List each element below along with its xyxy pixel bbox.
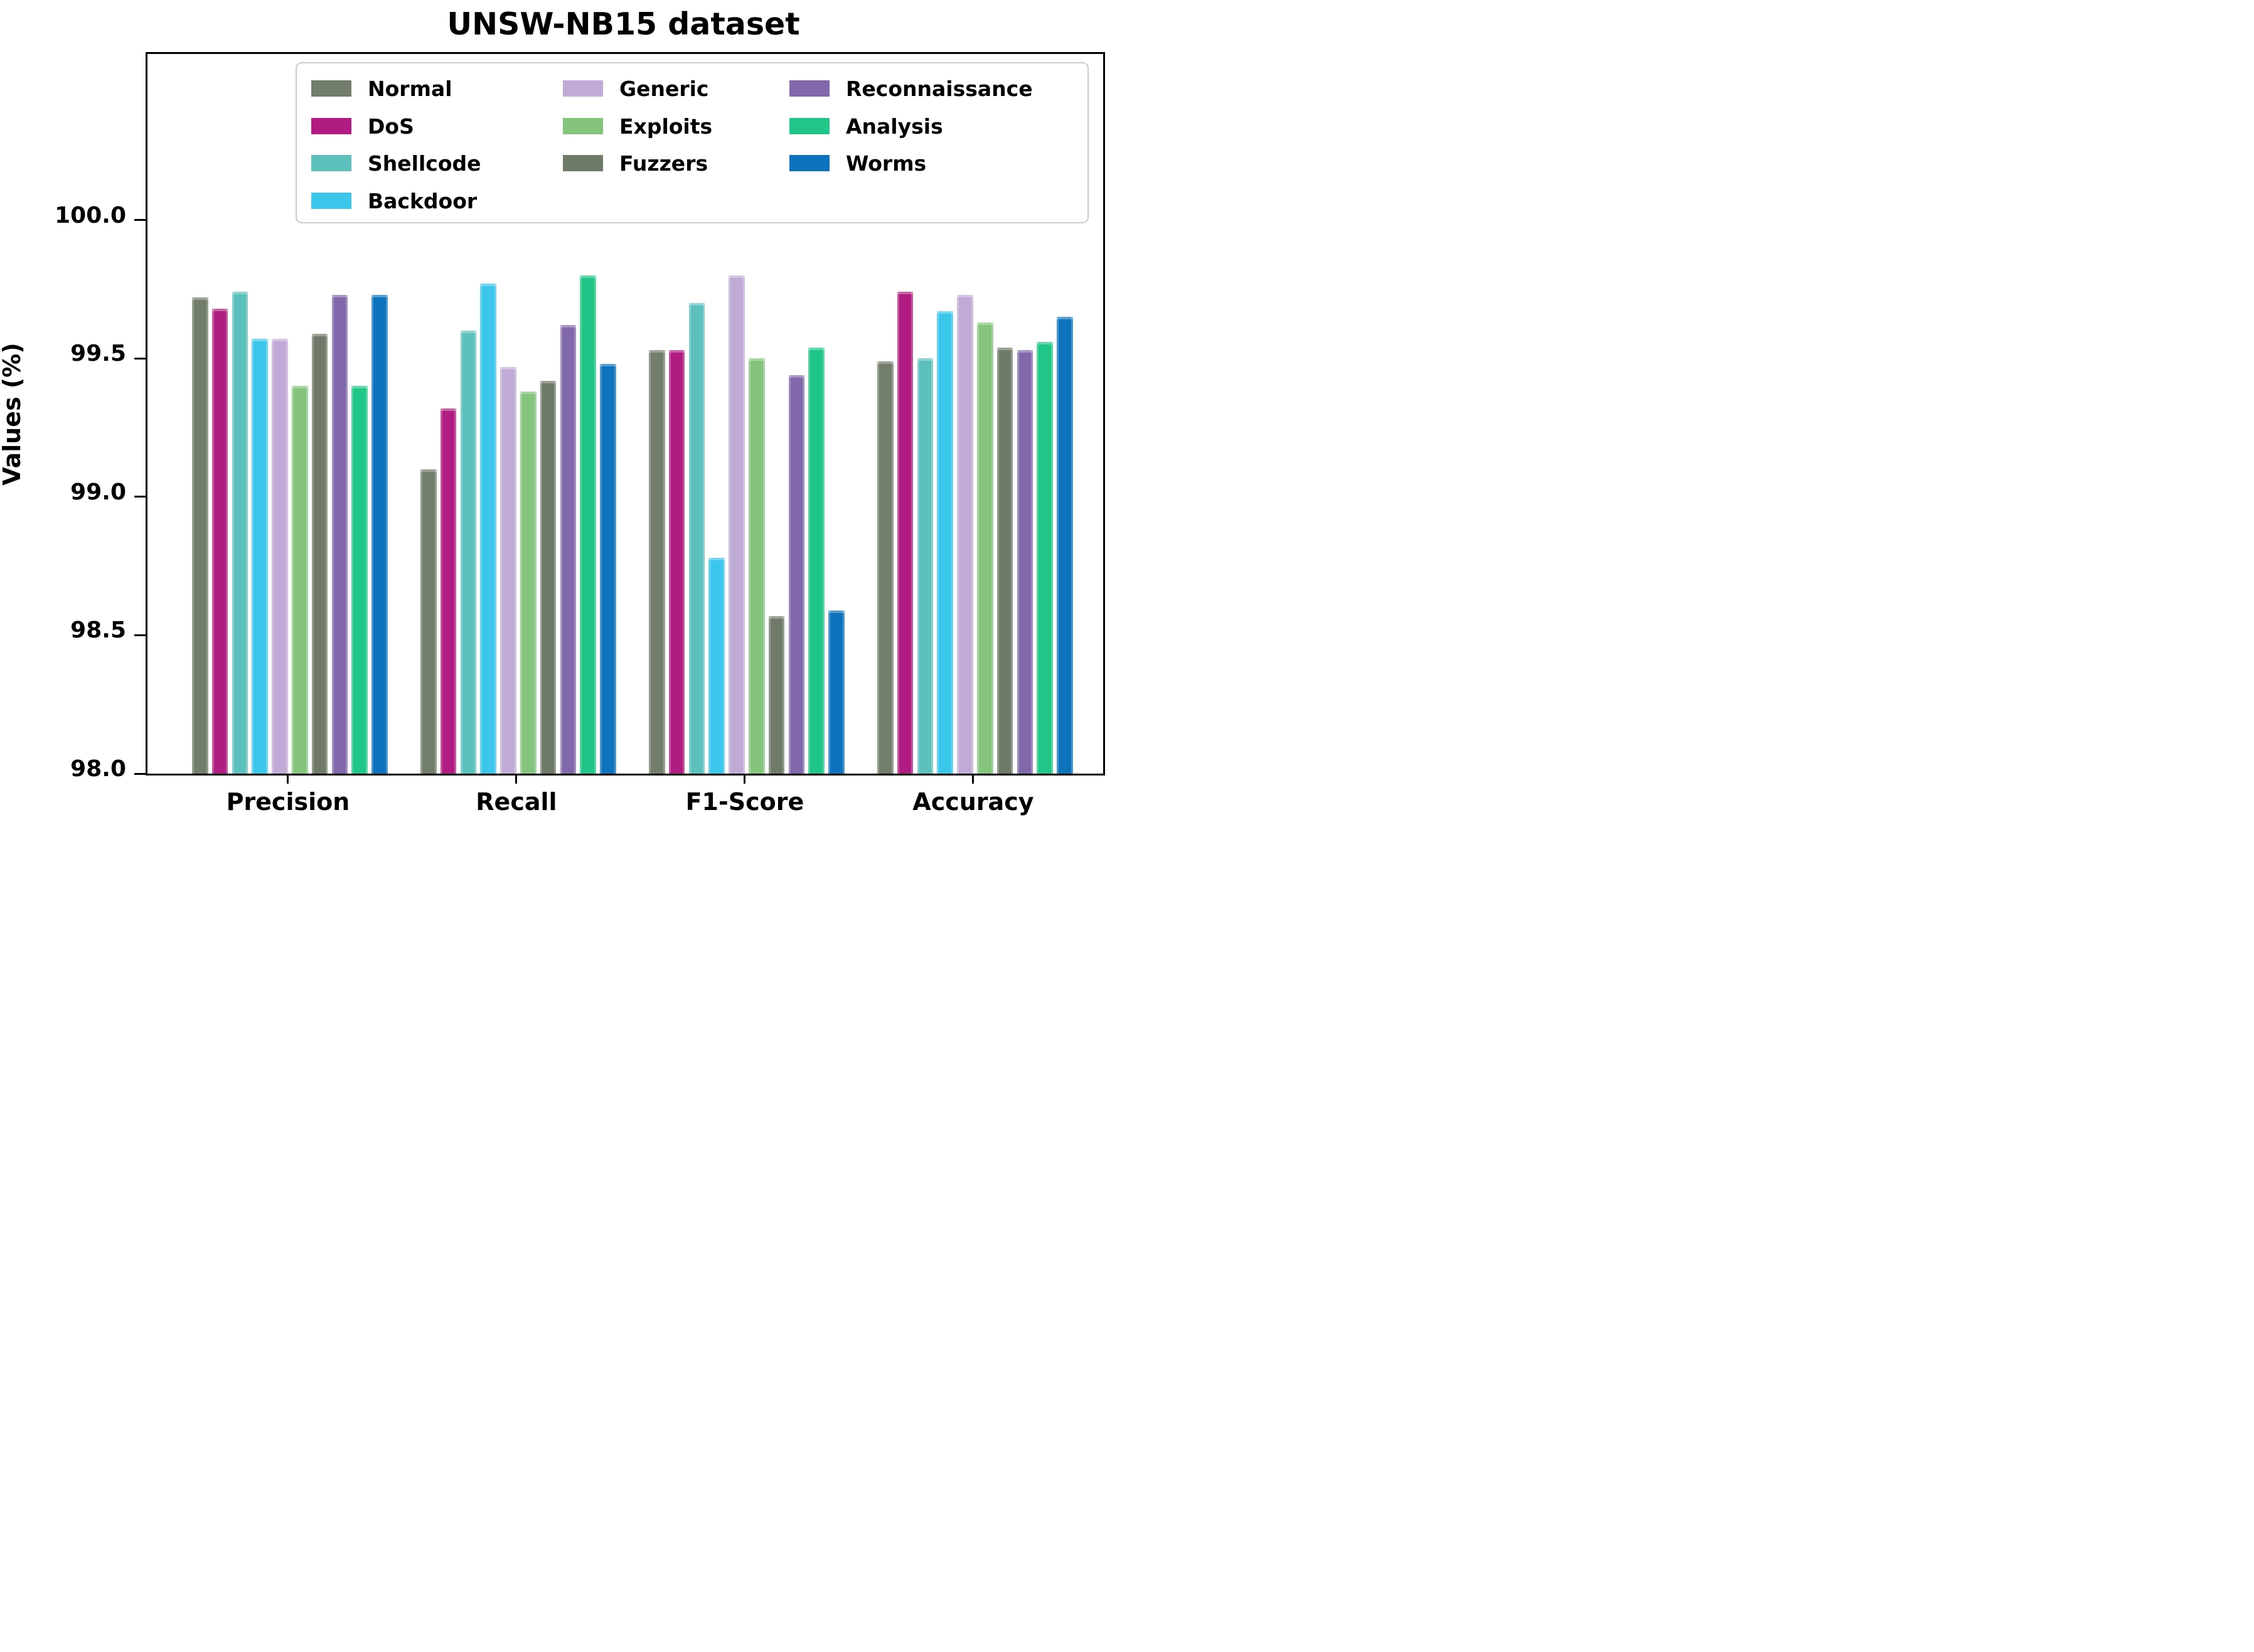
bar-normal-accuracy (877, 361, 894, 774)
y-tick-mark (134, 357, 146, 360)
legend-label: Reconnaissance (846, 77, 1033, 101)
bar-reconnaissance-precision (331, 294, 348, 774)
bar-reconnaissance-accuracy (1017, 350, 1034, 774)
legend-swatch-shellcode (311, 155, 351, 171)
legend-label: Worms (846, 151, 927, 176)
bar-shellcode-f1-score (688, 303, 705, 774)
y-tick-mark (134, 772, 146, 775)
bar-fuzzers-precision (311, 333, 328, 774)
bar-shellcode-precision (232, 292, 248, 774)
y-tick-label: 99.5 (70, 341, 126, 367)
x-tick-label-recall: Recall (476, 788, 557, 816)
legend-swatch-dos (311, 117, 351, 134)
x-tick-label-accuracy: Accuracy (912, 788, 1034, 816)
bar-worms-f1-score (828, 610, 845, 774)
bar-backdoor-precision (252, 339, 268, 774)
bar-fuzzers-recall (540, 380, 557, 774)
y-tick-mark (134, 219, 146, 221)
bar-normal-f1-score (649, 350, 665, 774)
bar-exploits-accuracy (977, 322, 993, 774)
bar-exploits-f1-score (749, 358, 765, 774)
bar-reconnaissance-f1-score (788, 375, 805, 774)
y-tick-label: 99.0 (70, 479, 126, 505)
bar-shellcode-accuracy (917, 358, 934, 774)
bar-dos-accuracy (897, 292, 914, 774)
legend-swatch-generic (563, 80, 603, 97)
bar-generic-accuracy (957, 294, 973, 774)
bar-dos-recall (440, 408, 457, 774)
legend-label: Normal (368, 77, 452, 101)
bar-dos-f1-score (668, 350, 685, 774)
legend-swatch-exploits (563, 117, 603, 134)
bar-fuzzers-f1-score (768, 616, 785, 774)
x-tick-mark (972, 774, 975, 784)
legend-swatch-fuzzers (563, 155, 603, 171)
legend: Normal DoS Shellcode Backdoor Generic Exploit… (296, 62, 1089, 223)
legend-swatch-normal (311, 80, 351, 97)
bar-exploits-precision (292, 386, 308, 774)
legend-swatch-analysis (789, 117, 830, 134)
y-tick-mark (134, 634, 146, 636)
y-tick-mark (134, 496, 146, 498)
legend-label: Generic (619, 77, 709, 101)
legend-label: DoS (368, 114, 414, 139)
y-tick-label: 98.0 (70, 756, 126, 782)
bar-generic-f1-score (729, 275, 745, 774)
legend-label: Fuzzers (619, 151, 708, 176)
bar-worms-precision (371, 294, 388, 774)
chart-title: UNSW-NB15 dataset (447, 6, 800, 42)
x-tick-mark (287, 774, 289, 784)
bar-backdoor-accuracy (937, 311, 953, 774)
bar-backdoor-recall (480, 284, 496, 774)
bar-dos-precision (211, 308, 228, 774)
bar-exploits-recall (520, 392, 537, 774)
legend-swatch-reconnaissance (789, 80, 830, 97)
bar-worms-recall (600, 364, 616, 774)
y-tick-label: 98.5 (70, 617, 126, 644)
legend-label: Exploits (619, 114, 713, 139)
figure-canvas: UNSW-NB15 dataset Values (%) Normal DoS Sh… (0, 0, 1127, 826)
legend-label: Analysis (846, 114, 943, 139)
bar-backdoor-f1-score (708, 557, 725, 774)
bar-reconnaissance-recall (560, 325, 577, 774)
x-tick-label-precision: Precision (226, 788, 350, 816)
bar-shellcode-recall (460, 331, 477, 774)
bar-analysis-accuracy (1037, 341, 1053, 774)
legend-label: Shellcode (368, 151, 481, 176)
bar-fuzzers-accuracy (996, 347, 1013, 774)
bar-generic-recall (500, 366, 516, 774)
y-tick-label: 100.0 (55, 202, 126, 228)
bar-analysis-f1-score (808, 347, 825, 774)
x-tick-label-f1-score: F1-Score (685, 788, 804, 816)
bar-analysis-precision (351, 386, 368, 774)
legend-swatch-backdoor (311, 192, 351, 209)
bar-worms-accuracy (1057, 317, 1073, 774)
legend-label: Backdoor (368, 188, 478, 213)
x-tick-mark (515, 774, 518, 784)
x-tick-mark (744, 774, 746, 784)
bar-generic-precision (272, 339, 288, 774)
bar-normal-precision (192, 297, 208, 774)
legend-swatch-worms (789, 155, 830, 171)
bar-normal-recall (420, 469, 437, 774)
bar-analysis-recall (580, 275, 596, 774)
